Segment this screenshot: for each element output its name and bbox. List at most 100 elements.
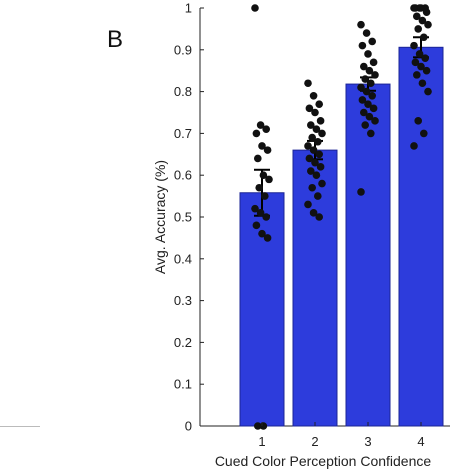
data-point-2-22 xyxy=(304,200,312,209)
data-point-1-10 xyxy=(261,192,269,200)
data-point-3-1 xyxy=(362,29,371,37)
data-point-4-19 xyxy=(424,87,432,96)
y-tick-label-2: 0.2 xyxy=(174,335,192,350)
y-tick-label-10: 1 xyxy=(185,1,192,16)
data-point-3-2 xyxy=(368,37,377,46)
y-tick-label-4: 0.4 xyxy=(174,251,192,266)
panel-label: B xyxy=(107,26,124,53)
data-point-4-5 xyxy=(422,8,431,16)
data-point-1-8 xyxy=(265,175,273,184)
points-group xyxy=(251,4,432,430)
data-point-3-11 xyxy=(357,83,365,92)
data-point-2-6 xyxy=(307,121,315,129)
data-point-1-14 xyxy=(252,221,261,230)
data-point-2-19 xyxy=(318,179,326,188)
data-point-3-7 xyxy=(365,66,374,75)
data-point-3-0 xyxy=(357,20,365,29)
data-point-1-4 xyxy=(258,142,266,150)
bar-2 xyxy=(292,149,338,427)
bar-4 xyxy=(398,46,444,427)
data-point-1-18 xyxy=(259,422,268,430)
data-point-4-3 xyxy=(411,4,420,12)
data-point-1-2 xyxy=(262,125,271,134)
data-point-1-6 xyxy=(253,154,262,163)
data-point-3-10 xyxy=(367,79,375,88)
data-point-1-17 xyxy=(253,422,262,430)
data-point-4-14 xyxy=(411,58,420,67)
y-tick-label-9: 0.9 xyxy=(174,42,192,57)
data-point-4-16 xyxy=(422,66,431,75)
y-tick-label-5: 0.5 xyxy=(174,210,192,225)
data-point-3-21 xyxy=(367,129,375,138)
data-point-2-4 xyxy=(311,108,319,117)
data-point-4-18 xyxy=(418,79,427,88)
data-point-2-16 xyxy=(316,163,325,171)
data-point-3-19 xyxy=(371,117,379,125)
data-point-4-7 xyxy=(418,16,427,25)
data-point-2-13 xyxy=(315,150,324,159)
data-point-4-10 xyxy=(420,33,428,42)
data-point-1-16 xyxy=(263,234,272,242)
x-tick-label-3: 3 xyxy=(364,434,371,449)
data-point-2-2 xyxy=(315,100,324,108)
data-point-2-24 xyxy=(315,213,324,221)
data-point-3-20 xyxy=(361,121,370,129)
y-tick-label-6: 0.6 xyxy=(174,168,192,183)
left-divider-line xyxy=(0,426,40,427)
data-point-3-3 xyxy=(358,41,367,50)
y-axis-label: Avg. Accuracy (%) xyxy=(152,160,168,274)
data-point-3-9 xyxy=(361,75,370,83)
data-point-3-4 xyxy=(364,50,372,58)
data-point-4-13 xyxy=(421,54,430,62)
x-ticks-group: 1 2 3 4 xyxy=(258,422,425,449)
data-point-3-18 xyxy=(365,112,374,121)
bar-3 xyxy=(345,83,391,427)
data-point-4-8 xyxy=(424,20,432,29)
y-tick-label-0: 0 xyxy=(185,419,192,434)
data-point-2-5 xyxy=(316,117,325,125)
data-point-1-5 xyxy=(263,146,272,154)
y-tick-label-1: 0.1 xyxy=(174,377,192,392)
data-point-3-8 xyxy=(371,71,379,79)
data-point-1-0 xyxy=(251,4,259,12)
data-point-1-9 xyxy=(255,183,263,192)
data-point-2-9 xyxy=(308,133,317,142)
data-point-3-16 xyxy=(369,104,378,113)
data-point-1-7 xyxy=(259,171,268,179)
y-tick-label-3: 0.3 xyxy=(174,293,192,308)
data-point-2-18 xyxy=(312,171,321,179)
y-tick-label-7: 0.7 xyxy=(174,126,192,141)
data-point-4-9 xyxy=(414,25,423,33)
x-tick-label-4: 4 xyxy=(417,434,424,449)
data-point-4-21 xyxy=(420,129,428,138)
data-point-2-15 xyxy=(311,158,319,167)
data-point-4-11 xyxy=(410,41,418,50)
data-point-4-20 xyxy=(414,117,423,125)
x-axis-label: Cued Color Perception Confidence xyxy=(215,453,432,469)
data-point-2-8 xyxy=(318,129,326,138)
data-point-1-15 xyxy=(258,229,266,238)
data-point-2-1 xyxy=(309,91,318,100)
data-point-4-15 xyxy=(417,62,425,71)
data-point-2-12 xyxy=(309,146,318,154)
data-point-2-10 xyxy=(314,137,322,146)
x-tick-label-1: 1 xyxy=(258,434,265,449)
data-point-2-17 xyxy=(307,167,315,175)
data-point-4-6 xyxy=(413,12,421,21)
data-point-2-23 xyxy=(309,209,318,217)
data-point-4-17 xyxy=(413,71,421,79)
data-point-2-20 xyxy=(308,183,317,192)
data-point-4-22 xyxy=(410,142,418,150)
data-point-2-21 xyxy=(314,192,322,200)
x-tick-label-2: 2 xyxy=(311,434,318,449)
y-ticks-group: 0 0.1 0.2 0.3 0.4 0.5 0.6 0.7 0.8 0.9 1 xyxy=(174,1,204,434)
data-point-2-14 xyxy=(305,154,314,163)
data-point-2-3 xyxy=(305,104,314,113)
data-point-3-12 xyxy=(362,87,371,96)
data-point-2-0 xyxy=(304,79,312,88)
bar-1 xyxy=(239,192,285,427)
data-point-1-3 xyxy=(252,129,261,138)
data-point-3-6 xyxy=(360,62,368,71)
data-point-3-17 xyxy=(360,108,368,117)
